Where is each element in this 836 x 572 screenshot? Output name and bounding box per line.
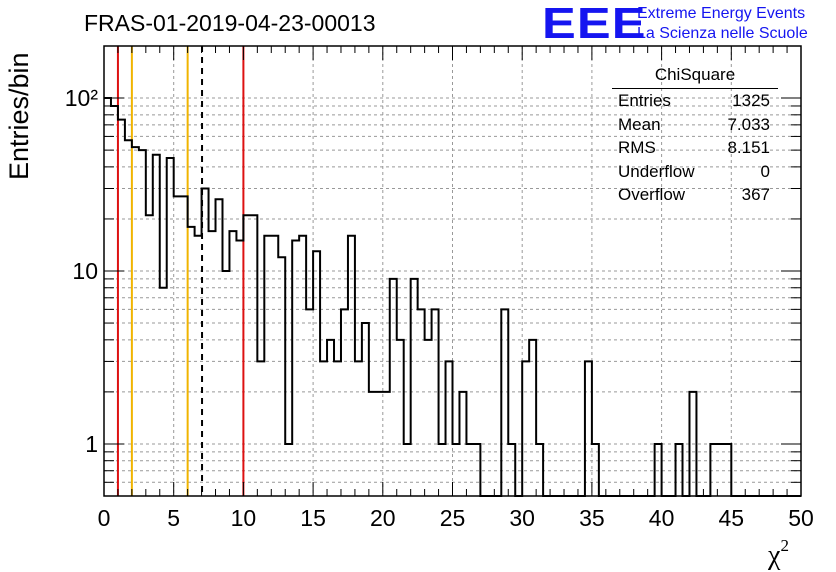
stats-label: RMS	[618, 138, 656, 157]
y-tick-labels: 1 10 10²	[65, 85, 99, 457]
plot-frame	[103, 45, 802, 497]
stats-row-underflow: Underflow 0	[612, 160, 778, 184]
grid-lines	[104, 46, 801, 496]
y-tick-label: 10	[72, 258, 98, 284]
x-tick-label: 20	[370, 505, 396, 531]
chart-title: FRAS-01-2019-04-23-00013	[84, 10, 376, 36]
x-tick-label: 0	[98, 505, 111, 531]
stats-box: ChiSquare Entries 1325 Mean 7.033 RMS 8.…	[612, 64, 778, 207]
y-tick-label: 10²	[65, 85, 99, 111]
x-tick-label: 10	[231, 505, 257, 531]
stats-value: 367	[741, 185, 770, 204]
stats-label: Entries	[618, 91, 671, 110]
stats-title: ChiSquare	[612, 64, 778, 89]
stats-value: 8.151	[727, 138, 770, 157]
stats-label: Underflow	[618, 161, 695, 181]
x-tick-label: 30	[509, 505, 535, 531]
y-axis-label: Entries/bin	[4, 52, 34, 180]
x-tick-label: 15	[300, 505, 326, 531]
x-tick-labels: 0 5 10 15 20 25 30 35 40 45 50	[98, 505, 814, 531]
eee-logo: EEE	[542, 0, 647, 48]
stats-value: 1325	[732, 91, 770, 110]
x-tick-label: 50	[788, 505, 814, 531]
x-tick-label: 40	[649, 505, 675, 531]
x-tick-label: 45	[719, 505, 745, 531]
stats-row-rms: RMS 8.151	[612, 136, 778, 160]
stats-label: Overflow	[618, 185, 686, 204]
logo-caption-line2: La Scienza nelle Scuole	[637, 25, 808, 42]
logo-caption: Extreme Energy Events La Scienza nelle S…	[637, 4, 808, 44]
x-tick-label: 5	[167, 505, 180, 531]
histogram-step-line	[104, 97, 801, 497]
x-axis-label: χ2	[768, 536, 789, 571]
x-tick-label: 25	[440, 505, 466, 531]
stats-row-overflow: Overflow 367	[612, 183, 778, 207]
y-tick-label: 1	[85, 431, 98, 457]
stats-row-entries: Entries 1325	[612, 89, 778, 113]
stats-row-mean: Mean 7.033	[612, 113, 778, 137]
stats-label: Mean	[618, 114, 661, 134]
stats-value: 7.033	[727, 114, 770, 134]
stats-value: 0	[760, 161, 770, 181]
axis-ticks	[103, 46, 802, 496]
x-tick-label: 35	[579, 505, 605, 531]
logo-caption-line1: Extreme Energy Events	[637, 5, 806, 22]
